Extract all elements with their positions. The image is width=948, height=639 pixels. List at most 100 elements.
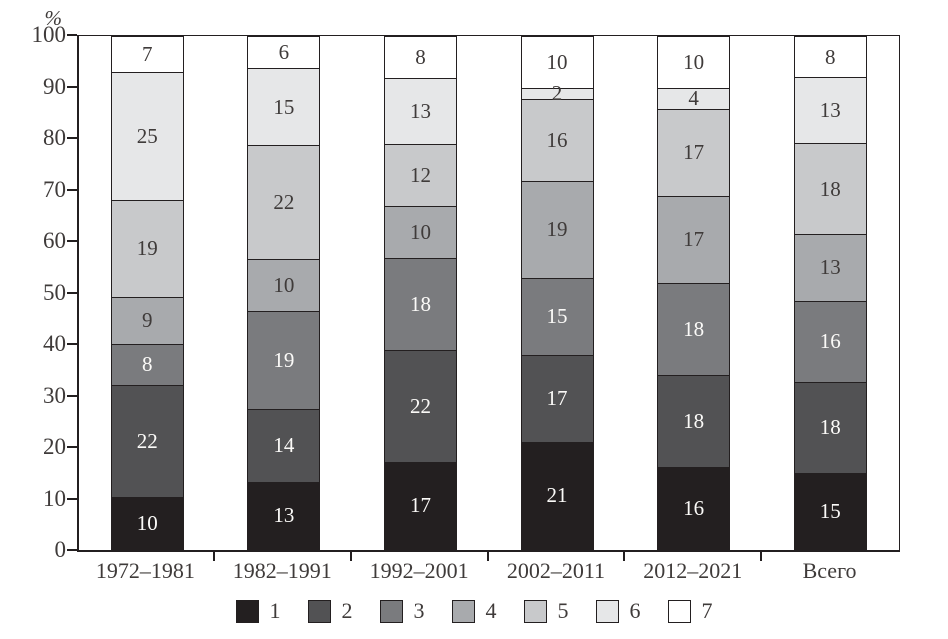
segment-value-label: 22: [136, 429, 158, 454]
bar-segment-series-6: 2: [521, 83, 593, 104]
bar-segment-series-6: 13: [384, 78, 456, 146]
segment-value-label: 17: [409, 493, 431, 518]
legend-swatch: [307, 599, 331, 623]
y-tick-mark: [67, 394, 77, 397]
x-tick-mark: [486, 552, 489, 561]
y-tick-label: 0: [54, 537, 67, 562]
y-tick-mark: [67, 291, 77, 294]
segment-value-label: 2: [551, 81, 563, 106]
segment-value-label: 4: [688, 86, 699, 111]
legend: 1 2 3 4 5 6 7: [0, 594, 948, 628]
segment-value-label: 8: [824, 44, 836, 69]
segment-value-label: 17: [683, 140, 705, 165]
bar-segment-series-5: 17: [658, 109, 730, 197]
segment-value-label: 15: [273, 94, 295, 119]
segment-value-label: 9: [142, 308, 153, 333]
legend-item-4: 4: [451, 598, 497, 624]
bar-column-1: 10 22 8 9 19 25 7: [110, 36, 184, 550]
segment-value-label: 22: [273, 190, 295, 215]
y-axis-unit-label: %: [44, 6, 63, 30]
segment-value-label: 16: [683, 496, 705, 521]
x-axis-category-label: 1972–1981: [95, 558, 195, 583]
bar-segment-series-5: 12: [384, 145, 456, 207]
y-tick-label: 20: [43, 434, 66, 459]
bar-column-2: 13 14 19 10 22 15 6: [247, 36, 321, 550]
bar-segment-series-4: 9: [111, 298, 183, 345]
y-tick-mark: [67, 497, 77, 500]
segment-value-label: 10: [546, 49, 568, 74]
x-tick-mark: [212, 552, 215, 561]
legend-item-label: 7: [701, 598, 713, 623]
legend-item-3: 3: [379, 598, 425, 624]
legend-swatch: [667, 599, 691, 623]
segment-value-label: 17: [546, 386, 568, 411]
y-tick-label: 30: [43, 382, 66, 408]
segment-value-label: 16: [546, 127, 568, 152]
y-tick-mark: [67, 240, 77, 242]
bar-segment-series-1: 15: [794, 473, 866, 549]
bar-segment-series-2: 22: [111, 386, 183, 499]
y-tick-mark: [67, 343, 77, 345]
segment-value-label: 6: [278, 39, 290, 64]
segment-value-label: 16: [819, 329, 841, 354]
segment-value-label: 13: [409, 98, 431, 123]
bar-segment-series-6: 13: [794, 78, 866, 145]
legend-item-label: 2: [341, 598, 353, 623]
y-tick-mark: [67, 85, 77, 88]
x-axis-category-label: 2012–2021: [643, 558, 743, 583]
legend-item-2: 2: [307, 598, 353, 624]
bar-column-5: 16 18 18 17 17 4 10: [657, 36, 731, 550]
x-tick-mark: [623, 552, 626, 561]
y-tick-label: 80: [43, 125, 66, 150]
bar-segment-series-4: 19: [521, 181, 593, 279]
x-axis-category-label: 1992–2001: [369, 558, 469, 583]
segment-value-label: 12: [409, 163, 431, 188]
y-tick-mark: [67, 137, 77, 139]
legend-item-label: 5: [557, 598, 569, 623]
bar-segment-series-2: 14: [248, 410, 320, 483]
legend-swatch: [595, 599, 619, 623]
y-tick-label: 70: [43, 176, 66, 202]
segment-value-label: 19: [136, 236, 158, 261]
bar-segment-series-3: 8: [111, 344, 183, 387]
legend-swatch: [451, 599, 475, 623]
bar-segment-series-2: 18: [658, 375, 730, 469]
bar-segment-series-5: 22: [248, 146, 320, 260]
y-tick-label: 90: [43, 73, 66, 99]
legend-item-label: 1: [269, 598, 281, 623]
segment-value-label: 15: [546, 304, 568, 329]
x-axis-category-label: 2002–2011: [506, 558, 605, 583]
y-tick-label: 50: [43, 279, 66, 305]
segment-value-label: 10: [683, 49, 705, 74]
y-tick-label: 100: [31, 22, 67, 47]
segment-value-label: 7: [142, 42, 153, 67]
bar-segment-series-2: 22: [384, 350, 456, 463]
y-tick-label: 10: [43, 485, 66, 511]
segment-value-label: 14: [273, 433, 295, 458]
bar-segment-series-6: 15: [248, 68, 320, 147]
segment-value-label: 18: [819, 176, 841, 201]
segment-value-label: 15: [819, 498, 841, 523]
segment-value-label: 17: [683, 227, 705, 252]
legend-swatch: [235, 599, 259, 623]
bar-segment-series-3: 18: [384, 258, 456, 351]
bar-segment-series-3: 18: [658, 283, 730, 376]
bar-segment-series-7: 7: [111, 37, 183, 74]
bar-segment-series-2: 17: [521, 355, 593, 443]
x-tick-mark: [760, 552, 763, 561]
bar-segment-series-5: 16: [521, 99, 593, 182]
segment-value-label: 18: [409, 291, 431, 316]
x-axis-category-label: 1982–1991: [232, 558, 332, 583]
segment-value-label: 13: [819, 98, 841, 123]
segment-value-label: 10: [409, 219, 431, 244]
bar-segment-series-3: 19: [248, 311, 320, 410]
segment-value-label: 21: [546, 483, 568, 508]
legend-item-1: 1: [235, 598, 281, 624]
bar-segment-series-5: 19: [111, 200, 183, 299]
bar-segment-series-4: 10: [248, 259, 320, 312]
bar-column-4: 21 17 15 19 16 2 10: [520, 36, 594, 550]
legend-item-6: 6: [595, 598, 641, 624]
x-tick-mark: [349, 552, 352, 561]
bar-segment-series-7: 10: [658, 37, 730, 89]
y-tick-label: 60: [43, 228, 66, 253]
